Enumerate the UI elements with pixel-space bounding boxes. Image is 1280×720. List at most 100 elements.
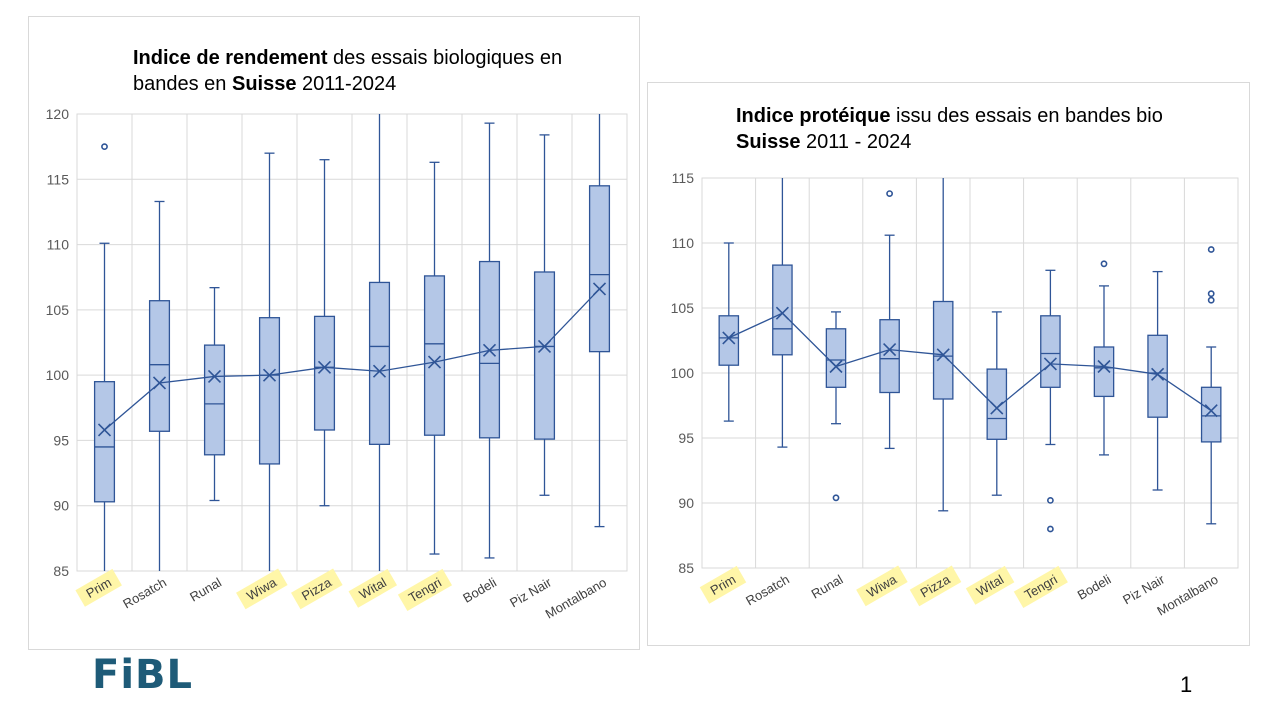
y-tick-label: 85 <box>53 563 69 579</box>
category-label: Montalbano <box>1154 572 1220 619</box>
box-iqr <box>313 315 336 431</box>
category-label-group: Prim <box>699 565 747 604</box>
box-iqr <box>258 317 281 465</box>
y-tick-label: 100 <box>671 365 695 381</box>
title-part: issu des essais en bandes bio <box>890 105 1163 127</box>
mean-line <box>104 288 600 431</box>
category-highlight <box>397 568 453 612</box>
mean-marker <box>372 364 387 378</box>
category-label-group: Rosatch <box>120 575 169 612</box>
category-label-group: Tengri <box>397 568 453 612</box>
category-label-group: Prim <box>75 568 122 607</box>
y-tick-label: 115 <box>672 170 695 186</box>
mean-marker <box>592 282 607 296</box>
outlier-point <box>1207 290 1215 298</box>
fibl-logo: FiBL <box>92 652 194 698</box>
category-label: Bodeli <box>460 575 499 606</box>
outlier-point <box>1100 260 1108 268</box>
mean-marker <box>883 343 897 357</box>
category-highlight <box>699 565 747 604</box>
box-iqr <box>203 344 226 456</box>
mean-line <box>728 312 1212 412</box>
mean-marker <box>207 369 222 384</box>
category-highlight <box>1013 565 1068 609</box>
mean-marker <box>482 343 497 357</box>
box-iqr <box>423 275 446 436</box>
y-tick-label: 120 <box>46 106 70 122</box>
box-iqr <box>368 281 391 445</box>
outlier-point <box>101 143 108 151</box>
protein-boxplot: 85 90 95 100 105 110 115 Prim Rosatch Runal Wiwa Pi… <box>671 170 1239 619</box>
box-iqr <box>1147 334 1168 418</box>
mean-marker <box>1043 357 1057 371</box>
category-label-group: Pizza <box>909 565 962 607</box>
title-part: des essais biologiques en bandes en <box>133 47 563 95</box>
box-iqr <box>932 300 954 400</box>
title-part: Indice protéique <box>736 105 891 127</box>
title-part: Suisse <box>231 73 297 95</box>
mean-marker <box>262 368 277 382</box>
category-label: Rosatch <box>743 572 792 609</box>
y-tick-label: 105 <box>671 300 695 316</box>
mean-marker <box>775 306 789 320</box>
box-iqr <box>93 381 116 503</box>
category-label: Montalbano <box>543 575 609 622</box>
category-label-group: Pizza <box>291 568 343 610</box>
category-highlight <box>236 568 288 610</box>
box-iqr <box>986 368 1008 440</box>
box-iqr <box>1040 315 1061 388</box>
outlier-point <box>886 190 893 197</box>
title-part: 2011-2024 <box>296 73 397 95</box>
category-label-group: Wiwa <box>236 568 288 610</box>
y-tick-label: 100 <box>46 367 70 383</box>
category-highlight <box>965 565 1015 605</box>
y-tick-label: 110 <box>672 235 695 251</box>
protein-chart-title: Indice protéique issu des essais en band… <box>736 103 1196 155</box>
category-highlight <box>348 568 398 608</box>
box-iqr <box>1200 386 1222 443</box>
category-label-group: Wital <box>965 565 1015 605</box>
outlier-point <box>832 494 840 502</box>
mean-marker <box>1097 359 1111 374</box>
category-label-group: Montalbano <box>543 575 609 622</box>
yield-chart-title: Indice de rendement des essais biologiqu… <box>133 45 603 97</box>
box-iqr <box>533 271 556 440</box>
mean-marker <box>1204 404 1218 418</box>
box-iqr <box>879 319 900 394</box>
box-iqr <box>825 328 847 388</box>
y-tick-label: 90 <box>53 498 69 514</box>
category-highlight <box>909 565 962 607</box>
mean-marker <box>152 376 167 390</box>
category-label-group: Wiwa <box>856 565 908 607</box>
category-label: Runal <box>809 572 846 602</box>
mean-marker <box>427 355 442 369</box>
box-iqr <box>718 315 740 366</box>
title-part: Suisse <box>736 131 801 153</box>
mean-marker <box>936 348 950 362</box>
category-label-group: Runal <box>187 575 224 605</box>
category-highlight <box>75 568 122 607</box>
title-part: 2011 - 2024 <box>800 131 912 153</box>
box-iqr <box>588 185 611 353</box>
page-number: 1 <box>1180 672 1193 697</box>
category-label: Runal <box>187 575 224 605</box>
outlier-point <box>1046 496 1054 504</box>
category-label-group: Bodeli <box>460 575 499 606</box>
yield-chart-panel: Indice de rendement des essais biologiqu… <box>28 16 640 650</box>
y-tick-label: 115 <box>47 171 70 187</box>
y-tick-label: 85 <box>678 560 694 576</box>
y-tick-label: 95 <box>53 432 69 448</box>
mean-marker <box>537 339 552 353</box>
category-label-group: Rosatch <box>743 572 792 609</box>
mean-marker <box>722 331 736 345</box>
outlier-point <box>1046 525 1054 533</box>
category-highlight <box>856 565 908 607</box>
outlier-point <box>1207 246 1215 253</box>
outlier-point <box>1207 296 1215 304</box>
category-label: Rosatch <box>120 575 169 612</box>
y-tick-label: 110 <box>47 237 70 253</box>
mean-marker <box>829 359 843 374</box>
category-label-group: Bodeli <box>1075 572 1114 603</box>
mean-marker <box>990 401 1004 415</box>
mean-marker <box>317 360 332 374</box>
